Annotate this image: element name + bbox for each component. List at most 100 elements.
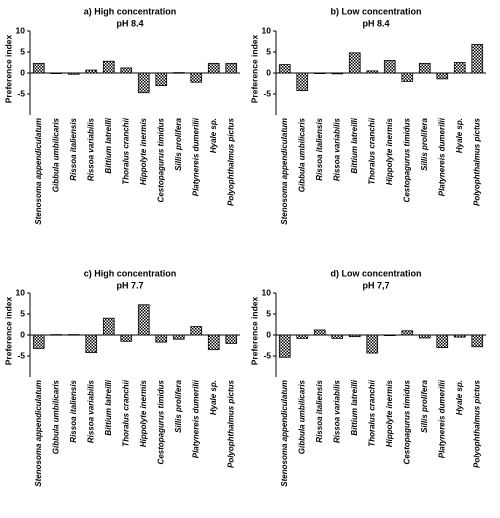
bar [207, 62, 220, 74]
x-tick-label: Stenosoma appendiculatum [280, 118, 289, 225]
bar [418, 334, 431, 339]
y-axis-label: Preference index [249, 296, 259, 365]
panel: d) Low concentration pH 7,7 Preference ind… [249, 268, 486, 487]
bar [383, 60, 396, 74]
x-tick-label: Hippolyte inermis [385, 117, 394, 185]
bar [172, 334, 185, 340]
bar [32, 62, 45, 74]
bar [383, 334, 396, 337]
bar [401, 330, 414, 336]
chart-title: d) Low concentration [331, 268, 422, 278]
y-tick-label: 5 [266, 308, 271, 318]
bar [50, 72, 63, 75]
y-tick-label: -5 [263, 88, 271, 98]
bar [296, 72, 309, 92]
x-tick-label: Rissoa variabilis [332, 379, 341, 443]
chart-title: a) High concentration [84, 6, 177, 16]
bar [102, 317, 115, 336]
x-tick-label: Hippolyte inermis [139, 117, 148, 185]
bar [85, 69, 98, 74]
bar [331, 334, 344, 339]
chart-subtitle: pH 7.7 [116, 280, 143, 290]
y-tick-label: 5 [20, 308, 25, 318]
x-tick-label: Hyale sp. [209, 380, 218, 415]
x-tick-label: Rissoa italiensis [69, 379, 78, 442]
bar [32, 334, 45, 349]
x-tick-label: Stenosoma appendiculatum [280, 380, 289, 487]
x-tick-label: Rissoa variabilis [86, 379, 95, 443]
bar [313, 72, 326, 75]
x-tick-label: Polyophthalmus pictus [472, 117, 481, 206]
bar [190, 72, 203, 83]
panel: c) High concentration pH 7.7 Preference in… [3, 268, 240, 487]
x-tick-label: Hippolyte inermis [385, 379, 394, 447]
y-tick-label: 10 [262, 287, 272, 297]
x-tick-label: Cestopagurus timidus [156, 379, 165, 464]
bar [120, 67, 133, 74]
bar [278, 334, 291, 358]
bar [471, 334, 484, 348]
bar [366, 334, 379, 354]
chart-subtitle: pH 8.4 [362, 18, 389, 28]
bar [207, 334, 220, 351]
y-tick-label: 0 [20, 67, 25, 77]
x-tick-label: Sillis prolifera [174, 379, 183, 432]
x-tick-label: Rissoa variabilis [332, 117, 341, 181]
y-tick-label: 5 [266, 46, 271, 56]
y-tick-label: 0 [20, 329, 25, 339]
panel: a) High concentration pH 8.4 Preference in… [3, 6, 240, 225]
bar [313, 329, 326, 336]
y-axis-label: Preference index [249, 34, 259, 103]
x-tick-label: Gibbula umbilicaris [297, 117, 306, 192]
bar [155, 72, 168, 86]
bar [436, 72, 449, 80]
x-tick-label: Hyale sp. [455, 380, 464, 415]
x-tick-label: Gibbula umbilicaris [297, 379, 306, 454]
x-tick-label: Rissoa italiensis [315, 379, 324, 442]
bar [137, 72, 150, 94]
x-tick-label: Bittium latreilli [350, 117, 359, 173]
x-tick-label: Thoralus cranchii [367, 379, 376, 446]
panel: b) Low concentration pH 8.4 Preference ind… [249, 6, 486, 225]
x-tick-label: Polyophthalmus pictus [472, 379, 481, 468]
x-tick-label: Stenosoma appendiculatum [34, 380, 43, 487]
bar [120, 334, 133, 342]
y-tick-label: 10 [16, 287, 26, 297]
bar [401, 72, 414, 82]
y-tick-label: -5 [17, 88, 25, 98]
y-axis-label: Preference index [3, 34, 13, 103]
x-tick-label: Rissoa variabilis [86, 117, 95, 181]
x-tick-label: Gibbula umbilicaris [51, 379, 60, 454]
y-tick-label: 10 [262, 25, 272, 35]
x-tick-label: Cestopagurus timidus [156, 117, 165, 202]
bar [348, 52, 361, 74]
x-tick-label: Hyale sp. [209, 118, 218, 153]
x-tick-label: Platynereis dumerilii [191, 117, 200, 196]
bar [366, 70, 379, 74]
bar [348, 334, 361, 338]
x-tick-label: Polyophthalmus pictus [226, 379, 235, 468]
x-tick-label: Platynereis dumerilii [437, 117, 446, 196]
y-tick-label: -5 [17, 350, 25, 360]
y-tick-label: 0 [266, 329, 271, 339]
chart-subtitle: pH 8.4 [116, 18, 143, 28]
bar [296, 334, 309, 339]
bar [155, 334, 168, 343]
bar [225, 62, 238, 74]
x-tick-label: Thoralus cranchii [367, 117, 376, 184]
bar [190, 326, 203, 336]
x-tick-label: Sillis prolifera [174, 117, 183, 170]
y-tick-label: 10 [16, 25, 26, 35]
bar [418, 62, 431, 74]
y-tick-label: -5 [263, 350, 271, 360]
x-tick-label: Hippolyte inermis [139, 379, 148, 447]
chart-title: b) Low concentration [331, 6, 422, 16]
x-tick-label: Rissoa italiensis [315, 117, 324, 180]
x-tick-label: Polyophthalmus pictus [226, 117, 235, 206]
x-tick-label: Platynereis dumerilii [191, 379, 200, 458]
chart-title: c) High concentration [84, 268, 177, 278]
y-tick-label: 0 [266, 67, 271, 77]
x-tick-label: Thoralus cranchii [121, 379, 130, 446]
y-tick-label: 5 [20, 46, 25, 56]
